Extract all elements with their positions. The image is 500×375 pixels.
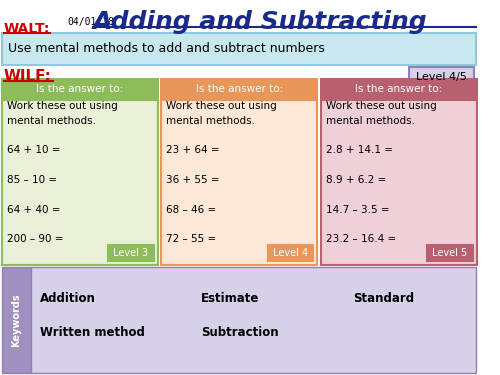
Text: Adding and Subtracting: Adding and Subtracting [92, 10, 427, 34]
Text: Addition: Addition [40, 291, 96, 304]
FancyBboxPatch shape [108, 245, 154, 261]
FancyBboxPatch shape [2, 267, 30, 373]
FancyBboxPatch shape [2, 79, 158, 99]
FancyBboxPatch shape [268, 245, 314, 261]
FancyBboxPatch shape [321, 100, 476, 265]
Text: Level 5: Level 5 [432, 248, 468, 258]
Text: WALT:: WALT: [4, 22, 50, 36]
FancyBboxPatch shape [2, 100, 158, 265]
FancyBboxPatch shape [2, 33, 476, 65]
Text: 04/01/18: 04/01/18 [67, 17, 114, 27]
Text: Estimate: Estimate [200, 291, 259, 304]
FancyBboxPatch shape [409, 67, 474, 87]
Text: Subtraction: Subtraction [200, 327, 278, 339]
Text: Level 4/5: Level 4/5 [416, 72, 467, 82]
Text: Standard: Standard [354, 291, 414, 304]
Text: Level 3: Level 3 [114, 248, 148, 258]
FancyBboxPatch shape [162, 100, 317, 265]
Text: Work these out using
mental methods.

2.8 + 14.1 =

8.9 + 6.2 =

14.7 – 3.5 =

2: Work these out using mental methods. 2.8… [326, 101, 436, 244]
Text: WILF:: WILF: [4, 69, 52, 84]
FancyBboxPatch shape [321, 79, 476, 99]
Text: Is the answer to:: Is the answer to: [196, 84, 283, 94]
Text: Level 4: Level 4 [273, 248, 308, 258]
Text: Is the answer to:: Is the answer to: [356, 84, 442, 94]
FancyBboxPatch shape [427, 245, 473, 261]
FancyBboxPatch shape [162, 79, 317, 99]
Text: Is the answer to:: Is the answer to: [36, 84, 124, 94]
FancyBboxPatch shape [30, 267, 476, 373]
Text: Keywords: Keywords [11, 293, 21, 347]
Text: Written method: Written method [40, 327, 145, 339]
Text: Work these out using
mental methods.

64 + 10 =

85 – 10 =

64 + 40 =

200 – 90 : Work these out using mental methods. 64 … [6, 101, 117, 244]
Text: Use mental methods to add and subtract numbers: Use mental methods to add and subtract n… [8, 42, 324, 56]
Text: Work these out using
mental methods.

23 + 64 =

36 + 55 =

68 – 46 =

72 – 55 =: Work these out using mental methods. 23 … [166, 101, 277, 244]
